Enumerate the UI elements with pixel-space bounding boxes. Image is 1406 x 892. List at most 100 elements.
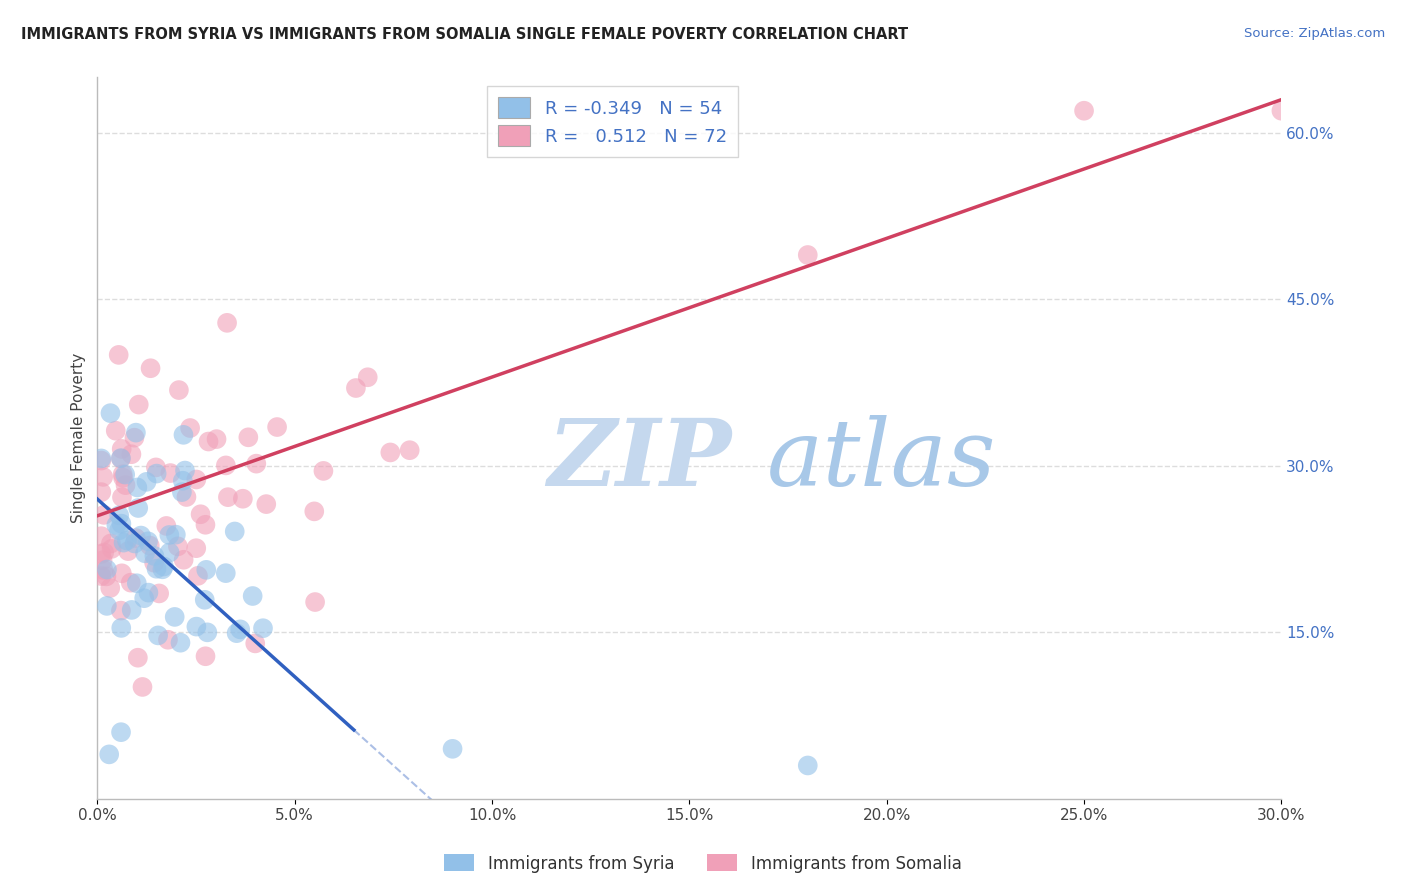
- Point: [110, 516, 132, 531]
- Point: [312, 464, 335, 478]
- Point: [112, 535, 135, 549]
- Point: [215, 458, 238, 473]
- Point: [93, 563, 115, 577]
- Point: [1073, 103, 1095, 118]
- Point: [145, 460, 167, 475]
- Point: [124, 536, 146, 550]
- Point: [186, 619, 208, 633]
- Point: [91, 470, 114, 484]
- Point: [96, 562, 118, 576]
- Point: [797, 248, 820, 262]
- Point: [121, 603, 143, 617]
- Point: [179, 421, 201, 435]
- Point: [90, 451, 112, 466]
- Point: [111, 467, 134, 482]
- Point: [139, 539, 162, 553]
- Point: [111, 490, 134, 504]
- Legend: R = -0.349   N = 54, R =   0.512   N = 72: R = -0.349 N = 54, R = 0.512 N = 72: [486, 87, 738, 157]
- Point: [173, 553, 195, 567]
- Point: [110, 725, 132, 739]
- Point: [96, 599, 118, 613]
- Point: [90, 485, 112, 500]
- Point: [217, 490, 239, 504]
- Point: [98, 581, 121, 595]
- Point: [110, 604, 132, 618]
- Point: [245, 636, 267, 650]
- Text: IMMIGRANTS FROM SYRIA VS IMMIGRANTS FROM SOMALIA SINGLE FEMALE POVERTY CORRELATI: IMMIGRANTS FROM SYRIA VS IMMIGRANTS FROM…: [21, 27, 908, 42]
- Point: [159, 466, 181, 480]
- Point: [135, 475, 157, 489]
- Point: [165, 527, 187, 541]
- Point: [143, 549, 166, 563]
- Point: [357, 370, 380, 384]
- Point: [245, 457, 267, 471]
- Point: [242, 589, 264, 603]
- Point: [797, 758, 820, 772]
- Point: [90, 453, 112, 467]
- Point: [111, 442, 134, 456]
- Point: [152, 562, 174, 576]
- Point: [90, 529, 112, 543]
- Point: [167, 383, 190, 397]
- Point: [172, 427, 194, 442]
- Point: [105, 518, 128, 533]
- Point: [129, 528, 152, 542]
- Point: [195, 625, 218, 640]
- Point: [125, 576, 148, 591]
- Point: [224, 524, 246, 539]
- Point: [163, 610, 186, 624]
- Point: [1270, 103, 1292, 118]
- Point: [110, 451, 132, 466]
- Point: [195, 563, 218, 577]
- Point: [225, 626, 247, 640]
- Point: [90, 569, 112, 583]
- Point: [145, 562, 167, 576]
- Point: [167, 540, 190, 554]
- Point: [124, 431, 146, 445]
- Point: [252, 621, 274, 635]
- Point: [98, 747, 121, 762]
- Point: [146, 628, 169, 642]
- Point: [120, 575, 142, 590]
- Point: [108, 508, 131, 523]
- Point: [217, 316, 239, 330]
- Point: [398, 443, 420, 458]
- Point: [153, 559, 176, 574]
- Point: [112, 471, 135, 485]
- Point: [157, 528, 180, 542]
- Point: [100, 541, 122, 556]
- Point: [93, 545, 115, 559]
- Point: [441, 741, 464, 756]
- Point: [111, 566, 134, 581]
- Point: [170, 485, 193, 500]
- Point: [107, 348, 129, 362]
- Point: [194, 592, 217, 607]
- Y-axis label: Single Female Poverty: Single Female Poverty: [72, 353, 86, 524]
- Point: [125, 425, 148, 440]
- Point: [148, 586, 170, 600]
- Point: [145, 467, 167, 481]
- Point: [100, 406, 122, 420]
- Point: [229, 623, 252, 637]
- Point: [174, 464, 197, 478]
- Point: [344, 381, 367, 395]
- Point: [127, 650, 149, 665]
- Point: [254, 497, 277, 511]
- Point: [176, 490, 198, 504]
- Point: [155, 519, 177, 533]
- Point: [110, 451, 132, 466]
- Point: [125, 531, 148, 545]
- Legend: Immigrants from Syria, Immigrants from Somalia: Immigrants from Syria, Immigrants from S…: [437, 847, 969, 880]
- Point: [100, 536, 122, 550]
- Text: Source: ZipAtlas.com: Source: ZipAtlas.com: [1244, 27, 1385, 40]
- Point: [91, 553, 114, 567]
- Point: [304, 595, 326, 609]
- Point: [114, 478, 136, 492]
- Point: [114, 467, 136, 482]
- Point: [138, 585, 160, 599]
- Point: [136, 534, 159, 549]
- Point: [139, 361, 162, 376]
- Point: [238, 430, 260, 444]
- Point: [128, 398, 150, 412]
- Point: [186, 473, 208, 487]
